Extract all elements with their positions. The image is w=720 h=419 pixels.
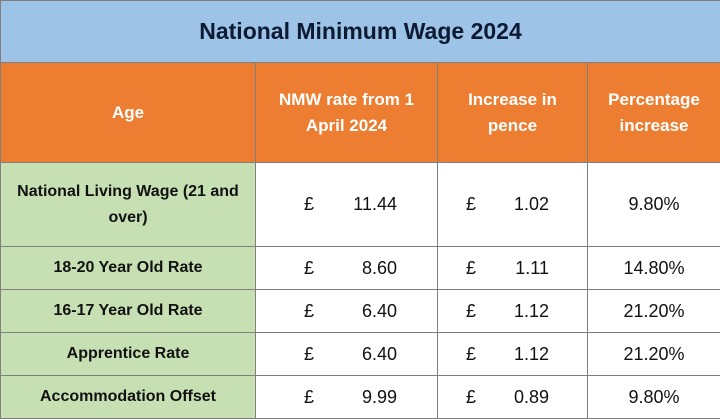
rate-value: 9.99 xyxy=(361,386,397,407)
header-percentage: Percentage increase xyxy=(587,61,720,164)
increase-cell: £1.02 xyxy=(437,162,588,248)
percentage-cell: 9.80% xyxy=(587,375,720,419)
currency-symbol: £ xyxy=(466,343,477,364)
increase-value: 1.11 xyxy=(515,257,549,278)
currency-symbol: £ xyxy=(466,300,477,321)
age-cell: National Living Wage (21 and over) xyxy=(0,162,256,248)
age-cell: Apprentice Rate xyxy=(0,332,256,377)
increase-value: 0.89 xyxy=(513,386,549,407)
currency-symbol: £ xyxy=(304,343,315,364)
increase-value: 1.12 xyxy=(513,300,549,321)
currency-symbol: £ xyxy=(304,194,315,215)
currency-symbol: £ xyxy=(466,194,477,215)
increase-cell: £1.11 xyxy=(437,246,588,291)
currency-symbol: £ xyxy=(304,386,315,407)
table-row: Accommodation Offset £9.99 £0.89 9.80% xyxy=(0,375,720,419)
currency-symbol: £ xyxy=(466,386,477,407)
increase-cell: £1.12 xyxy=(437,332,588,377)
age-cell: 18-20 Year Old Rate xyxy=(0,246,256,291)
currency-symbol: £ xyxy=(466,257,477,278)
table-row: 18-20 Year Old Rate £8.60 £1.11 14.80% xyxy=(0,246,720,291)
table-row: National Living Wage (21 and over) £11.4… xyxy=(0,162,720,248)
rate-cell: £6.40 xyxy=(255,332,438,377)
percentage-cell: 21.20% xyxy=(587,289,720,334)
header-rate: NMW rate from 1 April 2024 xyxy=(255,61,438,164)
percentage-cell: 14.80% xyxy=(587,246,720,291)
rate-cell: £9.99 xyxy=(255,375,438,419)
table-row: Apprentice Rate £6.40 £1.12 21.20% xyxy=(0,332,720,377)
increase-value: 1.12 xyxy=(513,343,549,364)
percentage-cell: 9.80% xyxy=(587,162,720,248)
rate-value: 6.40 xyxy=(361,343,397,364)
increase-cell: £1.12 xyxy=(437,289,588,334)
rate-cell: £11.44 xyxy=(255,162,438,248)
rate-value: 8.60 xyxy=(361,257,397,278)
table-row: 16-17 Year Old Rate £6.40 £1.12 21.20% xyxy=(0,289,720,334)
rate-cell: £8.60 xyxy=(255,246,438,291)
currency-symbol: £ xyxy=(304,300,315,321)
percentage-cell: 21.20% xyxy=(587,332,720,377)
age-cell: 16-17 Year Old Rate xyxy=(0,289,256,334)
table-title: National Minimum Wage 2024 xyxy=(0,0,720,63)
header-increase: Increase in pence xyxy=(437,61,588,164)
age-cell: Accommodation Offset xyxy=(0,375,256,419)
header-age: Age xyxy=(0,61,256,164)
rate-cell: £6.40 xyxy=(255,289,438,334)
increase-value: 1.02 xyxy=(513,194,549,215)
rate-value: 6.40 xyxy=(361,300,397,321)
rate-value: 11.44 xyxy=(353,194,397,215)
currency-symbol: £ xyxy=(304,257,315,278)
increase-cell: £0.89 xyxy=(437,375,588,419)
